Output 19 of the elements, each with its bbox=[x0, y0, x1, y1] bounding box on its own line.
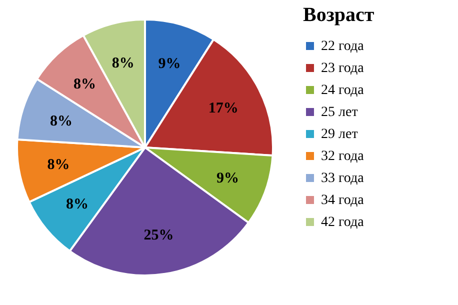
data-label: 8% bbox=[47, 156, 70, 173]
legend-label: 23 года bbox=[321, 61, 365, 76]
legend-label: 34 года bbox=[321, 193, 365, 208]
data-label: 9% bbox=[158, 56, 181, 72]
legend-label: 42 года bbox=[321, 215, 365, 230]
data-label: 8% bbox=[50, 113, 73, 130]
legend-label: 33 года bbox=[321, 171, 365, 186]
data-label: 17% bbox=[208, 100, 238, 117]
legend-label: 32 года bbox=[321, 149, 365, 164]
legend-title: Возраст bbox=[303, 4, 374, 26]
legend-label: 22 года bbox=[321, 39, 365, 54]
data-label: 25% bbox=[144, 227, 174, 244]
legend-label: 29 лет bbox=[321, 127, 358, 142]
legend-label: 25 лет bbox=[321, 105, 358, 120]
data-label: 9% bbox=[216, 170, 240, 186]
legend-label: 24 года bbox=[321, 83, 365, 98]
data-label: 8% bbox=[112, 55, 134, 72]
data-label: 8% bbox=[74, 76, 96, 92]
data-label: 8% bbox=[66, 196, 88, 213]
